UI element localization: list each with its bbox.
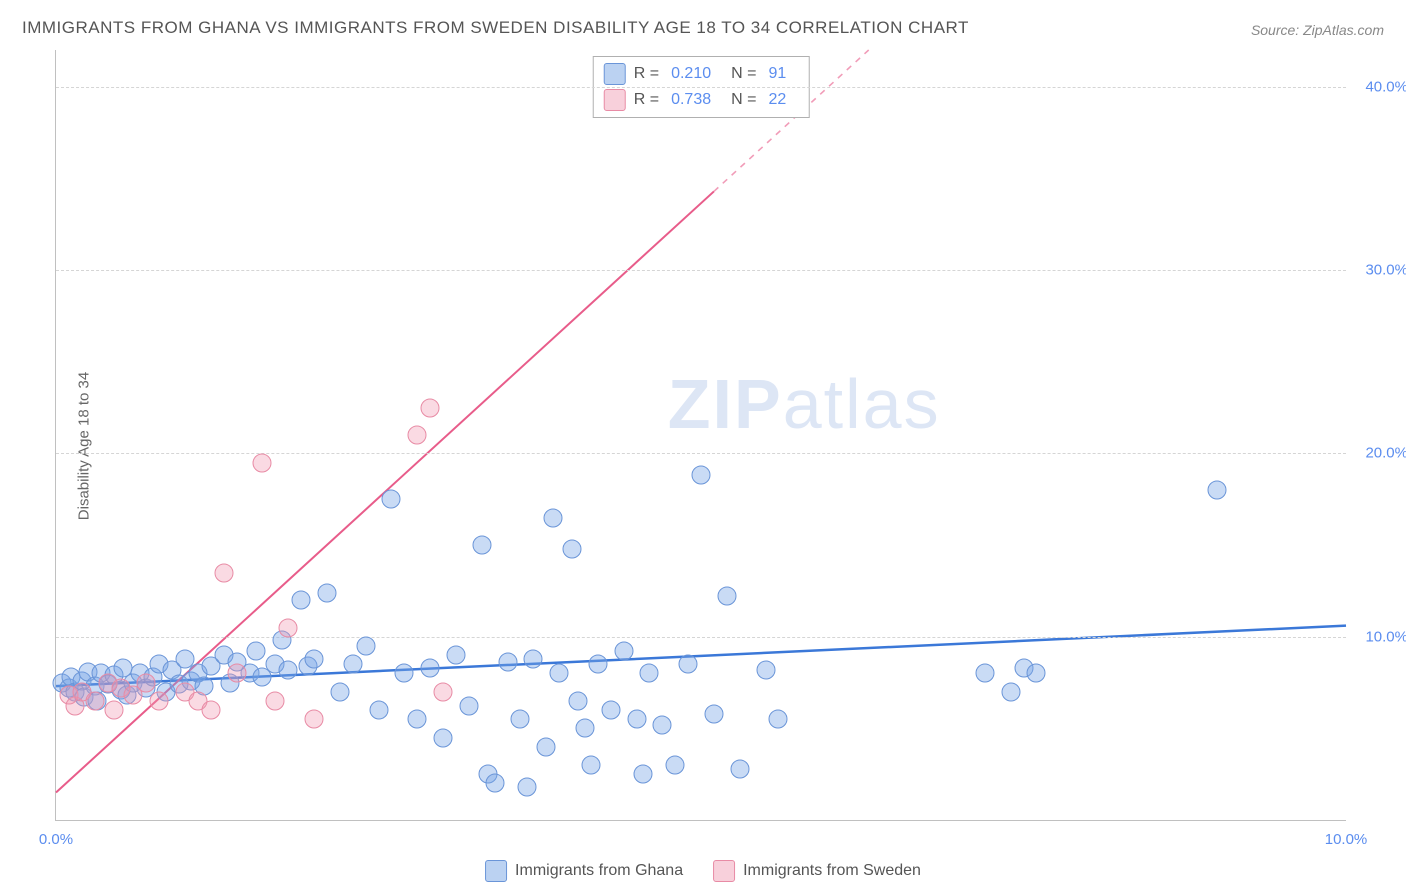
legend-item-sweden: Immigrants from Sweden (713, 860, 921, 882)
n-label: N = (731, 91, 756, 109)
data-point (563, 539, 582, 558)
data-point (105, 701, 124, 720)
n-value-sweden: 22 (768, 91, 786, 109)
data-point (246, 642, 265, 661)
data-point (434, 728, 453, 747)
legend-stats-row-sweden: R = 0.738 N = 22 (604, 87, 799, 113)
x-tick-label: 0.0% (39, 831, 73, 848)
data-point (446, 646, 465, 665)
data-point (292, 591, 311, 610)
data-point (330, 682, 349, 701)
data-point (214, 563, 233, 582)
data-point (543, 508, 562, 527)
data-point (266, 691, 285, 710)
legend-stats-row-ghana: R = 0.210 N = 91 (604, 61, 799, 87)
data-point (356, 636, 375, 655)
legend-item-ghana: Immigrants from Ghana (485, 860, 683, 882)
n-label: N = (731, 65, 756, 83)
gridline (56, 87, 1346, 88)
r-value-sweden: 0.738 (671, 91, 711, 109)
data-point (421, 398, 440, 417)
data-point (317, 583, 336, 602)
plot-area: ZIPatlas R = 0.210 N = 91 R = 0.738 N = … (55, 50, 1346, 821)
gridline (56, 270, 1346, 271)
n-value-ghana: 91 (768, 65, 786, 83)
data-point (305, 710, 324, 729)
legend-series: Immigrants from Ghana Immigrants from Sw… (485, 860, 921, 882)
data-point (550, 664, 569, 683)
data-point (201, 701, 220, 720)
data-point (369, 701, 388, 720)
data-point (679, 655, 698, 674)
data-point (756, 660, 775, 679)
gridline (56, 637, 1346, 638)
r-label: R = (634, 91, 659, 109)
data-point (588, 655, 607, 674)
data-point (472, 536, 491, 555)
data-point (582, 756, 601, 775)
data-point (653, 715, 672, 734)
data-point (137, 673, 156, 692)
data-point (704, 704, 723, 723)
data-point (769, 710, 788, 729)
y-tick-label: 10.0% (1353, 628, 1406, 645)
data-point (1027, 664, 1046, 683)
data-point (421, 658, 440, 677)
y-tick-label: 20.0% (1353, 445, 1406, 462)
legend-swatch-blue-icon (604, 63, 626, 85)
data-point (537, 737, 556, 756)
legend-label-ghana: Immigrants from Ghana (515, 862, 683, 880)
r-label: R = (634, 65, 659, 83)
data-point (279, 660, 298, 679)
data-point (517, 778, 536, 797)
data-point (575, 719, 594, 738)
data-point (627, 710, 646, 729)
data-point (633, 765, 652, 784)
data-point (1208, 481, 1227, 500)
data-point (279, 618, 298, 637)
data-point (1001, 682, 1020, 701)
data-point (498, 653, 517, 672)
data-point (569, 691, 588, 710)
data-point (717, 587, 736, 606)
legend-label-sweden: Immigrants from Sweden (743, 862, 921, 880)
legend-swatch-pink-icon (604, 89, 626, 111)
data-point (408, 710, 427, 729)
data-point (343, 655, 362, 674)
r-value-ghana: 0.210 (671, 65, 711, 83)
y-tick-label: 40.0% (1353, 78, 1406, 95)
data-point (305, 649, 324, 668)
data-point (434, 682, 453, 701)
x-tick-label: 10.0% (1325, 831, 1368, 848)
legend-swatch-pink-icon (713, 860, 735, 882)
data-point (85, 691, 104, 710)
data-point (975, 664, 994, 683)
data-point (227, 664, 246, 683)
data-point (666, 756, 685, 775)
y-tick-label: 30.0% (1353, 262, 1406, 279)
data-point (459, 697, 478, 716)
data-point (614, 642, 633, 661)
chart-title: IMMIGRANTS FROM GHANA VS IMMIGRANTS FROM… (22, 18, 969, 38)
source-label: Source: ZipAtlas.com (1251, 22, 1384, 38)
data-point (382, 490, 401, 509)
data-point (730, 759, 749, 778)
data-point (395, 664, 414, 683)
data-point (253, 453, 272, 472)
data-point (485, 774, 504, 793)
data-point (640, 664, 659, 683)
legend-swatch-blue-icon (485, 860, 507, 882)
trend-lines-layer (56, 50, 1346, 820)
gridline (56, 453, 1346, 454)
data-point (150, 691, 169, 710)
data-point (408, 426, 427, 445)
data-point (511, 710, 530, 729)
data-point (524, 649, 543, 668)
data-point (692, 466, 711, 485)
data-point (601, 701, 620, 720)
